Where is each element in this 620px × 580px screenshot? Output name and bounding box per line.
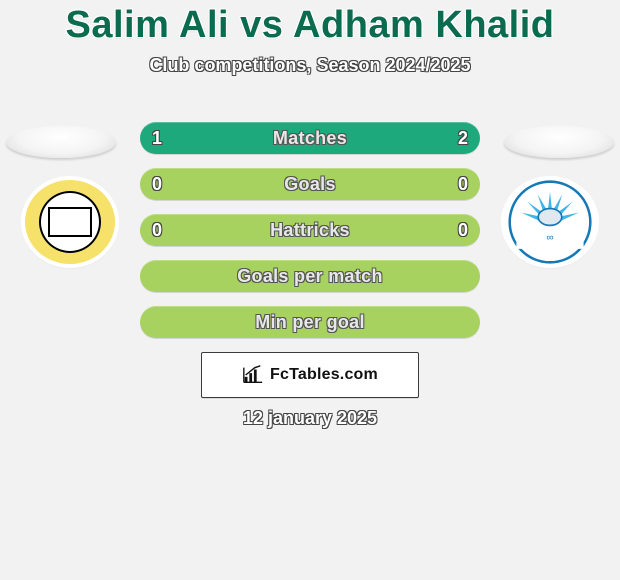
stat-row: Matches12 xyxy=(140,122,480,154)
crest-icon xyxy=(25,180,115,264)
stat-value-left: 0 xyxy=(152,168,212,200)
club-badge-right: ∞ xyxy=(500,178,600,266)
stat-value-left xyxy=(152,260,212,292)
player-photo-left xyxy=(6,126,116,158)
stat-value-right: 2 xyxy=(408,122,468,154)
subtitle: Club competitions, Season 2024/2025 xyxy=(0,55,620,76)
club-badge-left xyxy=(20,178,120,266)
stat-row: Min per goal xyxy=(140,306,480,338)
stat-value-left: 1 xyxy=(152,122,212,154)
attribution-box: FcTables.com xyxy=(201,352,419,398)
stat-value-right: 0 xyxy=(408,214,468,246)
stat-value-left: 0 xyxy=(152,214,212,246)
svg-text:∞: ∞ xyxy=(546,232,553,243)
player-photo-right xyxy=(504,126,614,158)
page-title: Salim Ali vs Adham Khalid xyxy=(0,0,620,47)
chart-icon xyxy=(242,364,264,386)
sunburst-icon: ∞ xyxy=(508,180,592,264)
stat-value-right: 0 xyxy=(408,168,468,200)
crest-icon: ∞ xyxy=(505,180,595,264)
stat-row: Goals per match xyxy=(140,260,480,292)
comparison-card: Salim Ali vs Adham Khalid Club competiti… xyxy=(0,0,620,580)
attribution-text: FcTables.com xyxy=(270,366,378,384)
stat-value-left xyxy=(152,306,212,338)
stat-value-right xyxy=(408,306,468,338)
stat-row: Hattricks00 xyxy=(140,214,480,246)
stat-value-right xyxy=(408,260,468,292)
stats-list: Matches12Goals00Hattricks00Goals per mat… xyxy=(140,122,480,352)
footer-date: 12 january 2025 xyxy=(0,408,620,429)
stat-row: Goals00 xyxy=(140,168,480,200)
